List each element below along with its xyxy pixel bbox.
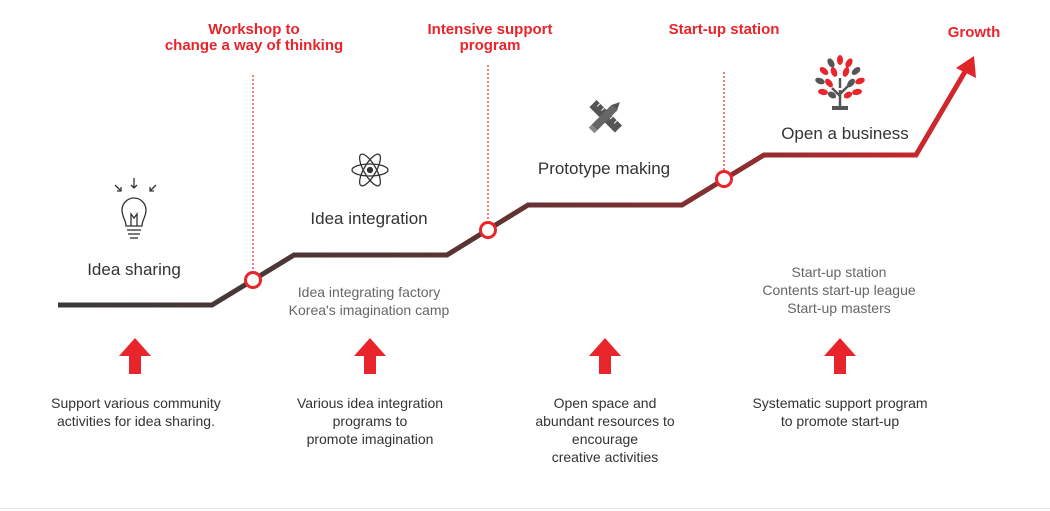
milestone-marker-3 xyxy=(715,170,733,188)
up-arrow-icon-3 xyxy=(589,338,621,374)
program-item: Start-up masters xyxy=(787,300,891,316)
up-arrow-icon-4 xyxy=(824,338,856,374)
milestone-marker-2 xyxy=(479,221,497,239)
description-idea-sharing: Support various community activities for… xyxy=(51,394,221,430)
description-line: programs to xyxy=(332,413,408,429)
stage-title-prototype-making: Prototype making xyxy=(537,159,671,178)
description-line: Systematic support program xyxy=(752,395,928,411)
program-item: Contents start-up league xyxy=(762,282,916,298)
milestone-label-line: Intensive support xyxy=(427,21,553,38)
lightbulb-icon xyxy=(114,178,157,239)
description-line: promote imagination xyxy=(306,431,434,447)
description-line: to promote start-up xyxy=(780,413,900,429)
milestone-marker-1 xyxy=(244,271,262,289)
up-arrow-icon-1 xyxy=(119,338,151,374)
stage-title-open-business: Open a business xyxy=(781,124,909,143)
description-line: Support various community xyxy=(51,395,221,411)
growth-path-line xyxy=(58,68,969,308)
stage-title-idea-integration: Idea integration xyxy=(310,209,428,228)
program-item: Idea integrating factory xyxy=(297,284,441,300)
tree-icon xyxy=(815,55,865,110)
ruler-pencil-icon xyxy=(588,100,622,134)
milestone-label-line: Workshop to xyxy=(208,21,300,38)
atom-icon xyxy=(351,153,389,187)
program-list-idea-integration: Idea integrating factory Korea's imagina… xyxy=(289,283,450,319)
milestone-label-line: change a way of thinking xyxy=(164,36,344,54)
milestone-label-line: Start-up station xyxy=(668,21,780,38)
description-idea-integration: Various idea integration programs to pro… xyxy=(297,394,443,448)
milestone-label-startup-station: Start-up station xyxy=(669,22,780,38)
program-list-open-business: Start-up station Contents start-up leagu… xyxy=(762,263,915,317)
description-open-business: Systematic support program to promote st… xyxy=(752,394,927,430)
milestone-label-intensive-support: Intensive support program xyxy=(427,22,552,54)
description-line: Various idea integration xyxy=(296,395,444,411)
milestone-label-workshop: Workshop to change a way of thinking xyxy=(165,22,343,54)
description-line: Open space and xyxy=(553,395,657,411)
description-prototype-making: Open space and abundant resources to enc… xyxy=(535,394,674,466)
growth-label: Growth xyxy=(947,24,1001,41)
program-item: Start-up station xyxy=(791,264,887,280)
bottom-divider xyxy=(0,508,1050,509)
growth-arrowhead xyxy=(956,56,976,78)
up-arrow-icon-2 xyxy=(354,338,386,374)
milestone-label-line: program xyxy=(459,36,521,54)
description-line: encourage xyxy=(571,431,639,447)
description-line: creative activities xyxy=(551,449,659,465)
program-item: Korea's imagination camp xyxy=(288,302,450,318)
description-line: activities for idea sharing. xyxy=(57,413,215,429)
stage-title-idea-sharing: Idea sharing xyxy=(87,260,181,279)
description-line: abundant resources to xyxy=(535,413,675,429)
